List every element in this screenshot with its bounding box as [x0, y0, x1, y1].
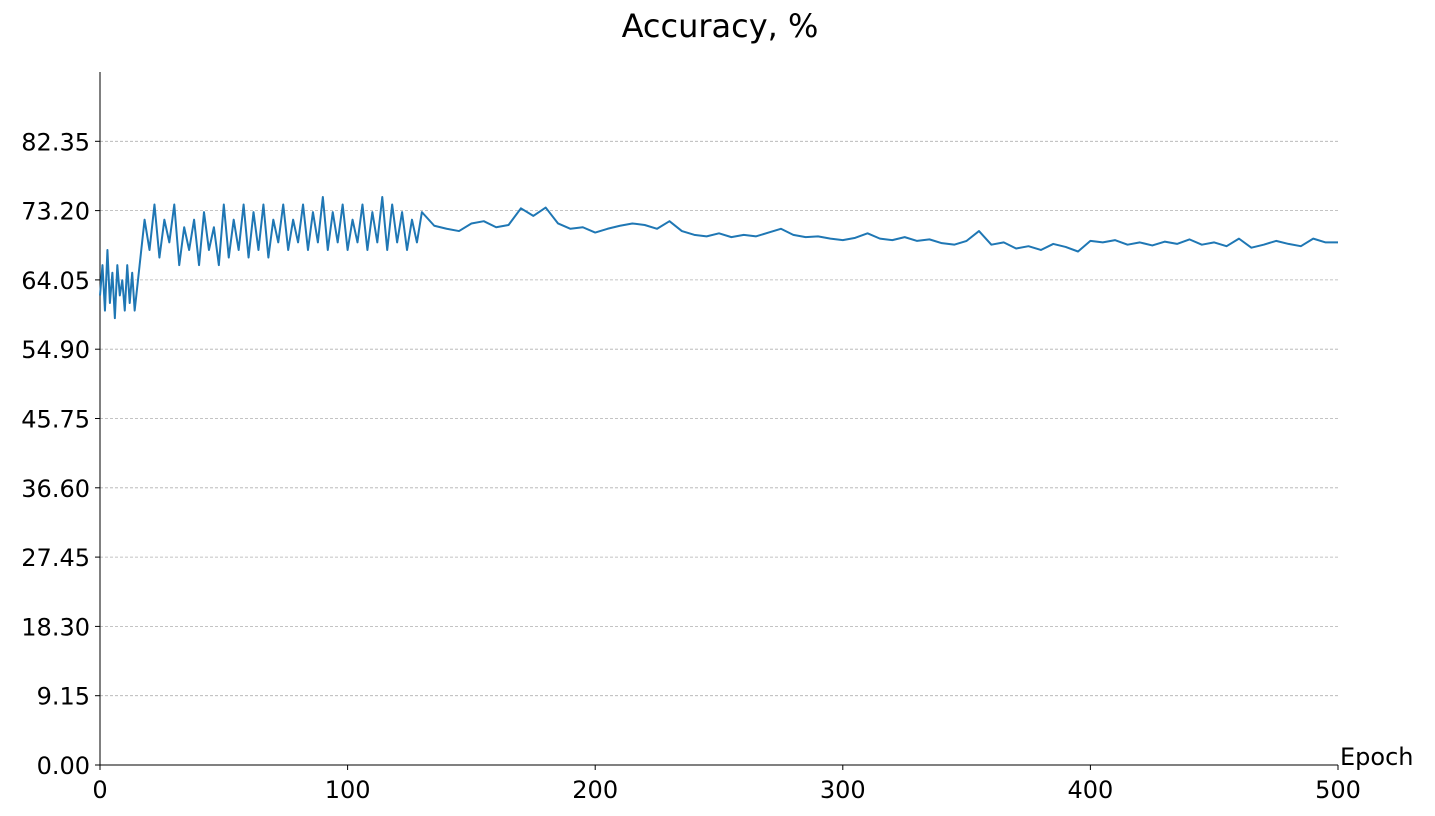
y-tick-label: 27.45 — [21, 544, 90, 572]
y-tick-label: 54.90 — [21, 336, 90, 364]
y-tick-label: 18.30 — [21, 613, 90, 641]
x-axis-label: Epoch — [1340, 743, 1414, 771]
y-tick-label: 82.35 — [21, 128, 90, 156]
y-tick-label: 73.20 — [21, 198, 90, 226]
x-tick-label: 0 — [92, 776, 107, 804]
y-tick-label: 36.60 — [21, 475, 90, 503]
x-tick-label: 500 — [1315, 776, 1361, 804]
x-tick-label: 400 — [1067, 776, 1113, 804]
y-tick-label: 45.75 — [21, 406, 90, 434]
x-tick-label: 100 — [325, 776, 371, 804]
y-tick-label: 9.15 — [37, 683, 90, 711]
y-tick-label: 64.05 — [21, 267, 90, 295]
data-line — [99, 195, 1338, 320]
y-tick-label: 0.00 — [37, 752, 90, 780]
chart-title: Accuracy, % — [622, 7, 819, 45]
x-tick-label: 300 — [820, 776, 866, 804]
x-tick-label: 200 — [572, 776, 618, 804]
